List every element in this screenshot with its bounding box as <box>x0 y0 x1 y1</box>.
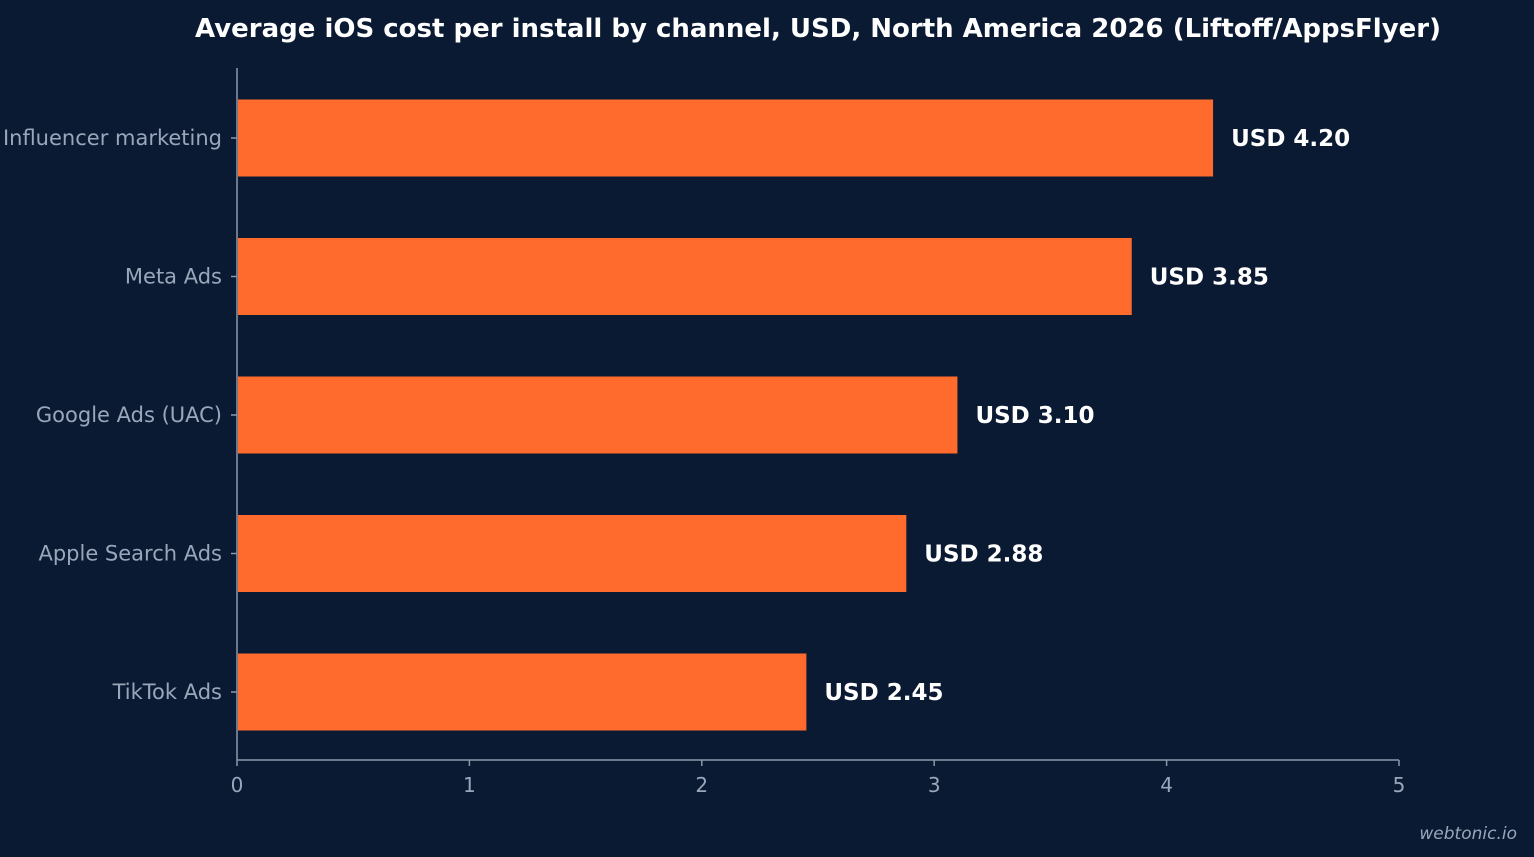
value-label: USD 2.88 <box>924 542 1043 568</box>
value-label: USD 4.20 <box>1231 126 1350 152</box>
bar <box>238 653 807 731</box>
category-label: Influencer marketing <box>3 126 222 150</box>
y-axis: Influencer marketing Meta Ads Google Ads (… <box>3 68 238 760</box>
x-tick-label: 0 <box>231 773 244 797</box>
x-tick-label: 2 <box>695 773 708 797</box>
value-label: USD 3.85 <box>1150 265 1269 291</box>
x-tick-label: 3 <box>928 773 941 797</box>
category-label: Google Ads (UAC) <box>36 403 222 427</box>
bar <box>238 99 1214 177</box>
category-label: Meta Ads <box>125 265 222 289</box>
x-tick-label: 1 <box>463 773 476 797</box>
x-tick-label: 5 <box>1393 773 1406 797</box>
value-label: USD 2.45 <box>824 680 943 706</box>
category-label: TikTok Ads <box>112 680 222 704</box>
x-axis: 0 1 2 3 4 5 <box>231 759 1406 797</box>
category-label: Apple Search Ads <box>38 542 222 566</box>
watermark: webtonic.io <box>1419 824 1517 844</box>
chart-title: Average iOS cost per install by channel,… <box>195 14 1441 44</box>
bars-group: USD 4.20 USD 3.85 USD 3.10 USD 2.88 USD 2.45 <box>238 99 1350 731</box>
bar <box>238 238 1132 315</box>
bar <box>238 515 907 592</box>
x-tick-label: 4 <box>1160 773 1173 797</box>
value-label: USD 3.10 <box>975 403 1094 429</box>
bar <box>238 376 958 454</box>
